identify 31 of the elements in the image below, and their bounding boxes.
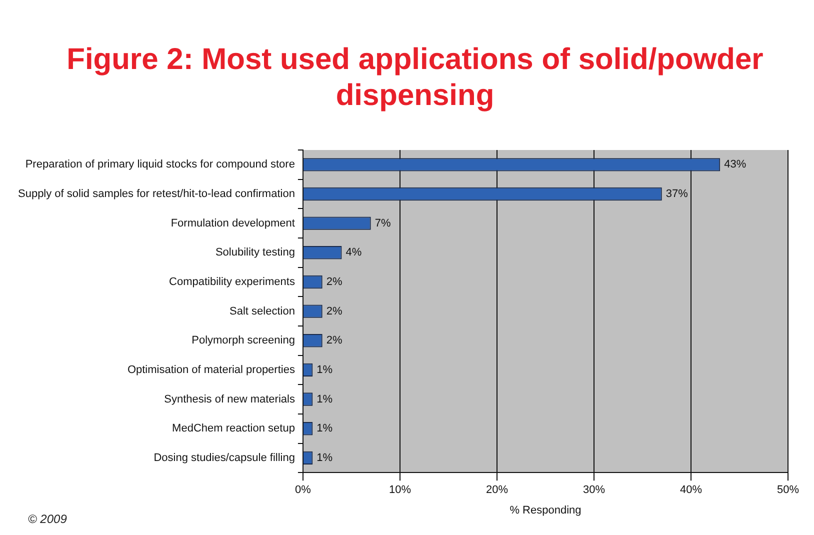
data-label: 1% (316, 452, 333, 464)
data-label: 2% (326, 276, 342, 288)
data-label: 4% (346, 246, 362, 259)
y-tick-label: Salt selection (230, 305, 295, 318)
x-tick-label: 0% (295, 484, 312, 496)
data-label: 2% (326, 334, 342, 347)
y-tick-label: Polymorph screening (192, 334, 295, 347)
x-tick-label: 30% (582, 484, 606, 496)
y-tick-label: Compatibility experiments (169, 276, 296, 288)
y-tick-label: MedChem reaction setup (172, 422, 295, 435)
data-label: 1% (316, 364, 333, 376)
y-tick-label: Dosing studies/capsule filling (154, 452, 295, 464)
y-tick-label: Supply of solid samples for retest/hit-to-lead confirmation (18, 188, 295, 200)
chart-title: Figure 2: Most used applications of solid/powder dispensing (66, 42, 764, 114)
y-tick-label: Formulation development (170, 217, 295, 230)
y-tick-label: Optimisation of material properties (127, 364, 296, 376)
x-tick-label: 50% (776, 484, 800, 496)
x-axis-title: % Responding (510, 504, 582, 516)
text: © 2009 (28, 512, 67, 526)
data-label: 37% (666, 188, 688, 200)
y-tick-label: Solubility testing (215, 246, 295, 259)
data-label: 1% (316, 422, 333, 435)
data-label: 7% (374, 217, 391, 230)
data-label: 43% (724, 158, 746, 171)
x-tick-label: 20% (486, 484, 508, 496)
y-tick-label: Synthesis of new materials (164, 393, 296, 406)
data-label: 2% (326, 305, 342, 318)
data-label: 1% (316, 393, 333, 406)
x-tick-label: 40% (680, 484, 702, 496)
y-tick-label: Preparation of primary liquid stocks for compound store (25, 158, 295, 171)
x-tick-label: 10% (388, 484, 412, 496)
